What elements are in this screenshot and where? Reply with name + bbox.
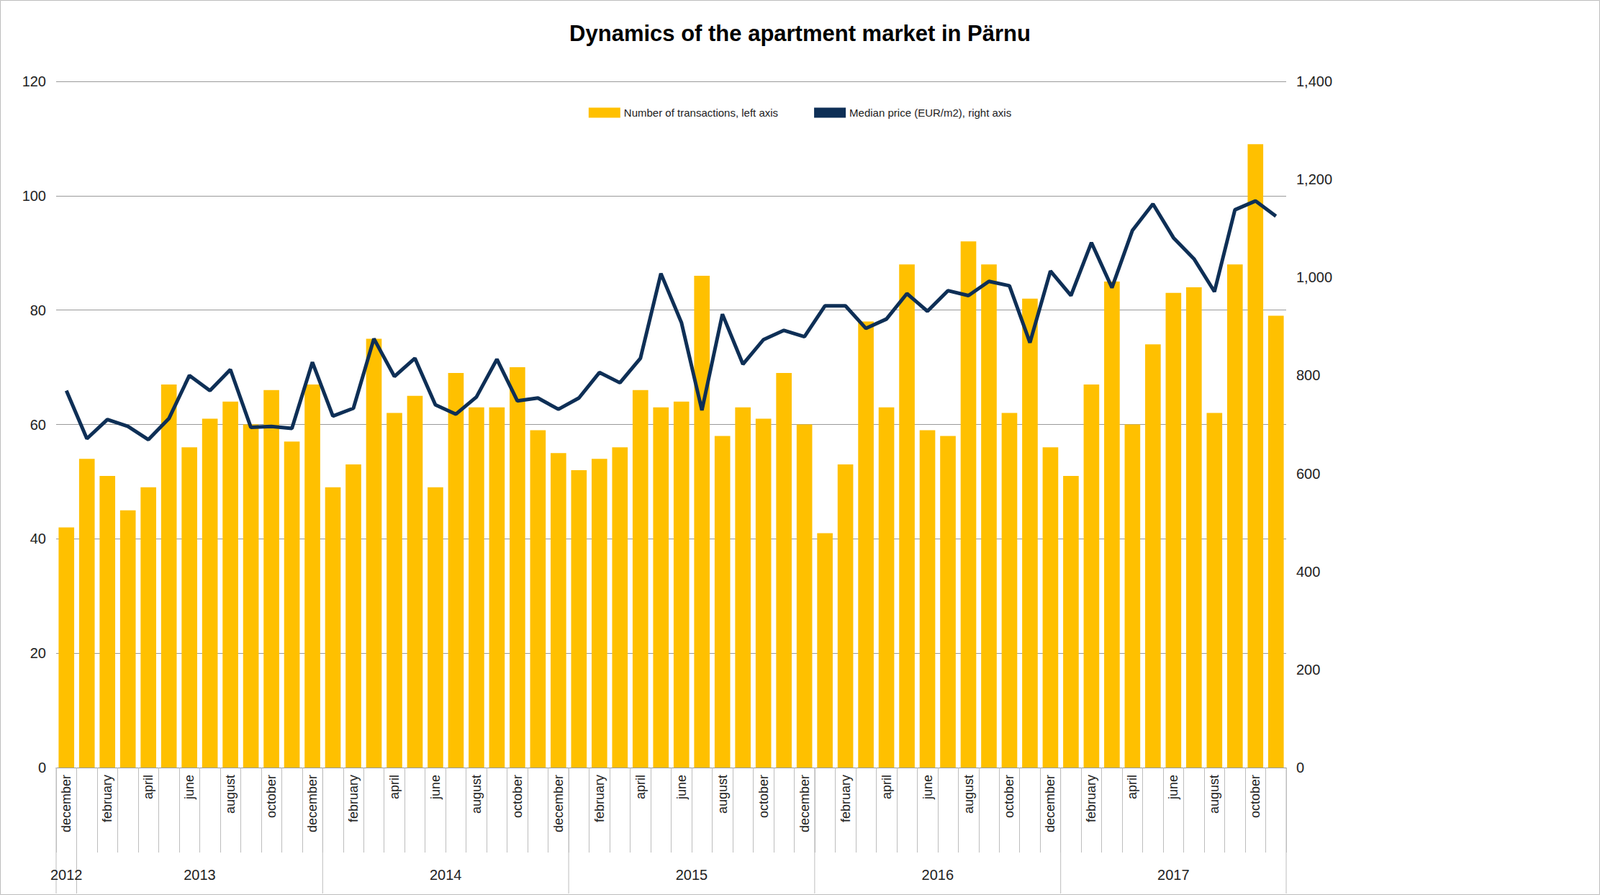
svg-text:june: june [182, 774, 197, 800]
svg-text:august: august [961, 774, 976, 814]
svg-text:Dynamics of the apartment mark: Dynamics of the apartment market in Pärn… [569, 20, 1031, 47]
svg-text:1,200: 1,200 [1296, 171, 1333, 188]
svg-text:december: december [1042, 774, 1058, 833]
svg-text:august: august [469, 774, 484, 814]
svg-text:Median price (EUR/m2), right a: Median price (EUR/m2), right axis [849, 106, 1012, 119]
svg-text:april: april [633, 774, 648, 799]
svg-text:october: october [1248, 774, 1263, 818]
svg-text:200: 200 [1296, 661, 1321, 678]
svg-text:august: august [223, 774, 238, 814]
svg-text:april: april [141, 774, 156, 799]
svg-text:2016: 2016 [921, 866, 955, 883]
svg-text:december: december [551, 774, 566, 833]
svg-text:100: 100 [22, 187, 47, 204]
svg-text:february: february [838, 774, 853, 822]
svg-text:june: june [428, 774, 443, 800]
svg-text:october: october [510, 774, 525, 818]
svg-text:40: 40 [30, 530, 47, 547]
svg-text:december: december [305, 774, 320, 833]
svg-text:june: june [1165, 774, 1181, 800]
svg-text:20: 20 [30, 644, 47, 661]
svg-text:february: february [1083, 774, 1099, 822]
svg-text:Number of transactions, left a: Number of transactions, left axis [624, 106, 779, 119]
svg-text:60: 60 [30, 416, 47, 433]
svg-text:june: june [920, 774, 935, 800]
svg-text:april: april [387, 774, 402, 799]
svg-text:1,400: 1,400 [1296, 73, 1333, 90]
svg-text:february: february [100, 774, 115, 822]
svg-text:february: february [592, 774, 607, 822]
svg-text:400: 400 [1296, 563, 1321, 580]
svg-text:0: 0 [38, 759, 47, 776]
svg-text:2014: 2014 [429, 866, 463, 883]
svg-text:april: april [879, 774, 894, 799]
svg-text:december: december [59, 774, 74, 833]
svg-text:june: june [674, 774, 689, 800]
svg-text:2015: 2015 [675, 866, 709, 883]
svg-text:october: october [1001, 774, 1017, 818]
svg-text:august: august [715, 774, 730, 814]
svg-text:october: october [264, 774, 279, 818]
svg-text:april: april [1124, 774, 1140, 799]
svg-text:1,000: 1,000 [1296, 269, 1333, 286]
svg-text:800: 800 [1296, 367, 1321, 383]
svg-text:80: 80 [30, 302, 47, 319]
svg-text:120: 120 [22, 73, 47, 90]
svg-text:2013: 2013 [183, 866, 216, 883]
svg-text:august: august [1207, 774, 1222, 814]
svg-text:2012: 2012 [50, 866, 83, 883]
svg-text:2017: 2017 [1157, 866, 1190, 883]
svg-text:february: february [346, 774, 361, 822]
svg-text:october: october [756, 774, 771, 818]
svg-text:december: december [797, 774, 812, 833]
svg-text:600: 600 [1296, 465, 1321, 482]
svg-text:0: 0 [1296, 759, 1305, 776]
